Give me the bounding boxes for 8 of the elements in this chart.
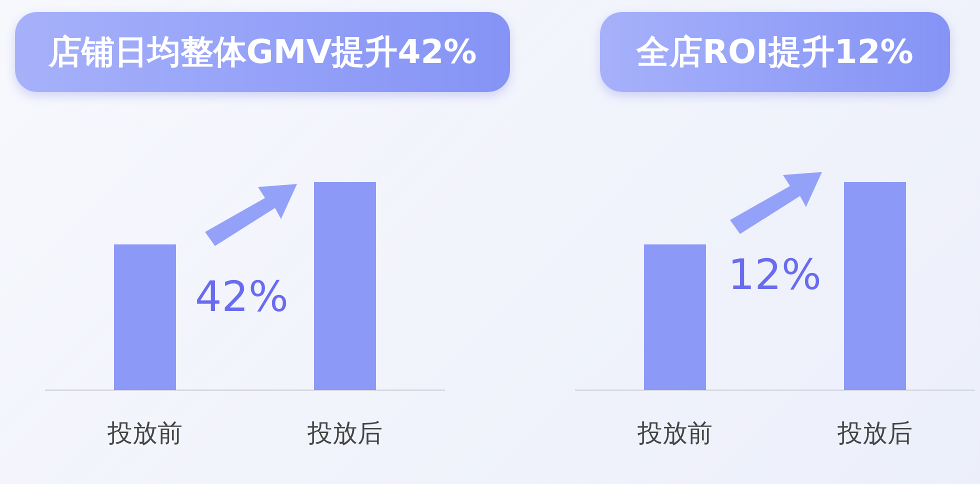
annotation: 42% (195, 272, 288, 321)
x-tick-label: 投放后 (306, 418, 382, 448)
x-tick-label: 投放前 (636, 418, 712, 448)
chart-title: 店铺日均整体GMV提升42% (15, 12, 510, 92)
x-tick-label: 投放后 (836, 418, 912, 448)
annotation: 12% (728, 250, 822, 299)
x-tick-label: 投放前 (106, 418, 182, 448)
chart-title: 全店ROI提升12% (600, 12, 950, 92)
